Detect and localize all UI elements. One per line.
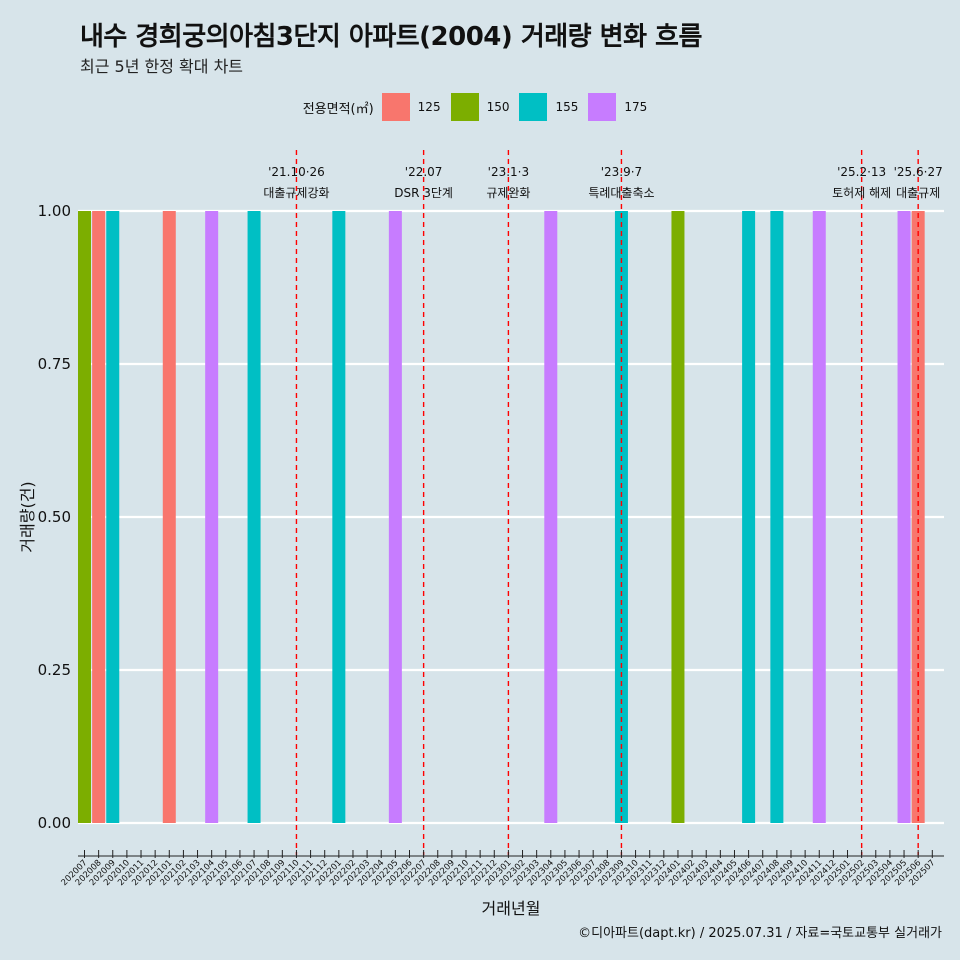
bar-202505-175 [897,211,911,823]
bar-202411-175 [812,211,826,823]
event-date-label: '25.6·27 [894,165,943,179]
bars [78,211,925,823]
event-policy-label: 토허제 해제 [832,186,891,200]
chart-title: 내수 경희궁의아침3단지 아파트(2004) 거래량 변화 흐름 [80,22,702,52]
bar-202107-155 [247,211,261,823]
event-date-label: '23.1·3 [488,165,529,179]
y-tick-label: 0.75 [38,355,71,373]
bar-202205-175 [388,211,402,823]
event-lines: '21.10·26 대출규제강화 '22.07 DSR 3단계 '23.1·3 규제완화 '… [263,150,943,855]
legend-swatch-155 [519,93,548,121]
y-axis-title: 거래량(건) [18,481,37,552]
legend-label-150: 150 [486,100,510,114]
event-policy-label: 규제완화 [486,186,530,200]
source-caption: ©디아파트(dapt.kr) / 2025.07.31 / 자료=국토교통부 실… [578,926,942,941]
event-policy-label: 대출규제강화 [263,186,329,200]
bar-202008-125 [92,211,106,823]
y-tick-label: 0.00 [38,814,71,832]
y-tick-label: 0.50 [38,508,71,526]
chart-subtitle: 최근 5년 한정 확대 차트 [80,57,244,76]
y-axis: 0.00 0.25 0.50 0.75 1.00 [38,202,71,832]
legend: 전용면적(㎡) 125 150 155 175 [0,93,960,121]
legend-label-155: 155 [555,100,579,114]
legend-item-125: 125 [381,93,441,121]
bar-202309-155 [614,211,628,823]
y-tick-label: 0.25 [38,661,71,679]
legend-item-155: 155 [519,93,578,121]
event-date-label: '25.2·13 [837,165,886,179]
x-axis-title: 거래년월 [482,899,541,918]
legend-swatch-125 [381,93,410,121]
event-policy-label: 특례대출축소 [588,186,654,200]
bar-202406-155 [742,211,756,823]
event-policy-label: 대출규제 [896,186,940,200]
bar-202304-175 [544,211,558,823]
gridlines [78,209,944,825]
bar-202009-155 [106,211,120,823]
legend-swatch-150 [450,93,479,121]
bar-202104-175 [205,211,219,823]
event-date-label: '22.07 [405,165,443,179]
bar-202101-125 [162,211,176,823]
bar-202408-155 [770,211,784,823]
event-date-label: '21.10·26 [268,165,325,179]
legend-title: 전용면적(㎡) [302,101,374,117]
event-policy-label: DSR 3단계 [394,186,453,200]
legend-item-175: 175 [588,93,647,121]
bar-202201-155 [332,211,346,823]
x-axis: 2020072020082020092020102020112020122021… [60,850,944,888]
event-date-label: '23.9·7 [601,165,642,179]
legend-label-175: 175 [624,100,648,114]
y-tick-label: 1.00 [38,202,71,220]
legend-label-125: 125 [417,100,441,114]
bar-202506-125 [911,211,925,823]
legend-swatch-175 [588,93,617,121]
bar-202401-150 [671,211,685,823]
legend-item-150: 150 [450,93,510,121]
bar-202007-150 [78,211,91,823]
